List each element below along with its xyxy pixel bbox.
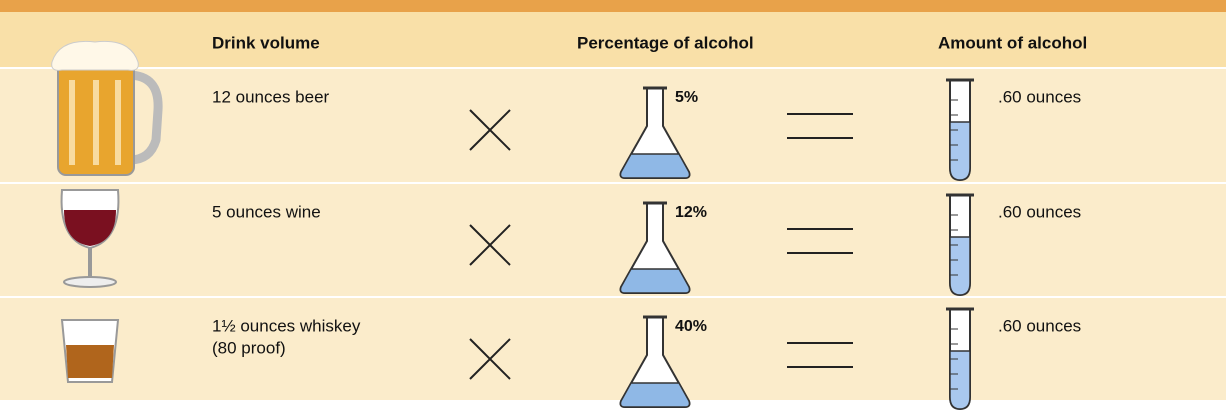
drink-volume: 5 ounces wine [212,202,321,221]
whiskey-icon [62,320,118,382]
amount: .60 ounces [998,87,1081,106]
test-tube-icon [946,80,974,180]
column-header: Drink volume [212,33,320,52]
drink-volume: (80 proof) [212,338,286,357]
column-header: Amount of alcohol [938,33,1087,52]
amount: .60 ounces [998,316,1081,335]
amount: .60 ounces [998,202,1081,221]
percentage: 12% [675,204,707,221]
test-tube-icon [946,309,974,409]
test-tube-icon [946,195,974,295]
page: {"header": {"columns": ["Drink volume", … [0,0,1226,418]
percentage: 5% [675,89,698,106]
percentage: 40% [675,318,707,335]
drink-volume: 12 ounces beer [212,87,330,106]
top-strip [0,0,1226,12]
infographic: Drink volume Percentage of alcohol Amoun… [0,0,1226,418]
column-header: Percentage of alcohol [577,33,754,52]
drink-volume: 1½ ounces whiskey [212,316,361,335]
